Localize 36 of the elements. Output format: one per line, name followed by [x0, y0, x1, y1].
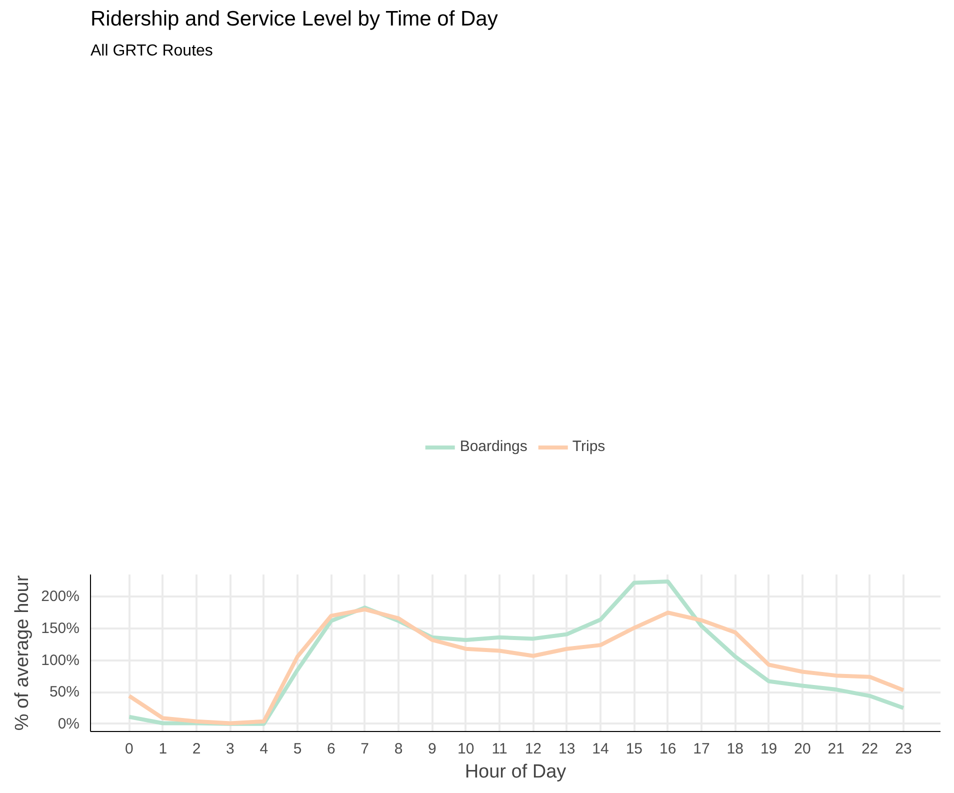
x-tick-label: 15: [626, 740, 643, 758]
x-tick-label: 23: [895, 740, 912, 758]
y-axis-title: % of average hour: [12, 574, 34, 731]
x-tick-label: 2: [192, 740, 201, 758]
x-tick-label: 20: [794, 740, 811, 758]
chart-subtitle: All GRTC Routes: [90, 42, 213, 60]
x-axis-title: Hour of Day: [464, 762, 567, 782]
y-tick-label: 100%: [41, 652, 80, 669]
line-series: [127, 607, 906, 726]
x-tick-label: 6: [327, 740, 336, 758]
x-tick-label: 16: [659, 740, 676, 758]
x-tick-label: 12: [524, 740, 542, 758]
x-tick-label: 10: [458, 740, 474, 758]
x-tick-label: 14: [592, 740, 609, 758]
legend-label: Trips: [572, 438, 606, 455]
x-tick-label: 3: [226, 740, 234, 758]
x-tick-label: 8: [394, 740, 403, 758]
x-tick-label: 0: [125, 740, 134, 758]
x-tick-label: 17: [693, 740, 710, 758]
y-tick-label: 150%: [41, 620, 80, 638]
y-tick-label: 200%: [41, 588, 80, 606]
y-tick-label: 0%: [58, 715, 80, 732]
x-tick-label: 9: [428, 740, 436, 758]
x-tick-label: 21: [828, 740, 844, 758]
x-tick-label: 13: [558, 740, 576, 758]
legend-label: Boardings: [460, 438, 528, 455]
chart-title: Ridership and Service Level by Time of Day: [90, 8, 498, 30]
x-tick-label: 18: [726, 740, 744, 758]
x-tick-label: 1: [158, 740, 168, 758]
y-tick-label: 50%: [49, 684, 80, 701]
x-tick-label: 19: [760, 740, 778, 758]
x-tick-label: 5: [293, 740, 302, 758]
x-tick-label: 7: [360, 740, 370, 758]
x-tick-label: 11: [492, 740, 508, 758]
x-tick-label: 22: [861, 740, 878, 758]
x-tick-label: 4: [260, 740, 268, 758]
